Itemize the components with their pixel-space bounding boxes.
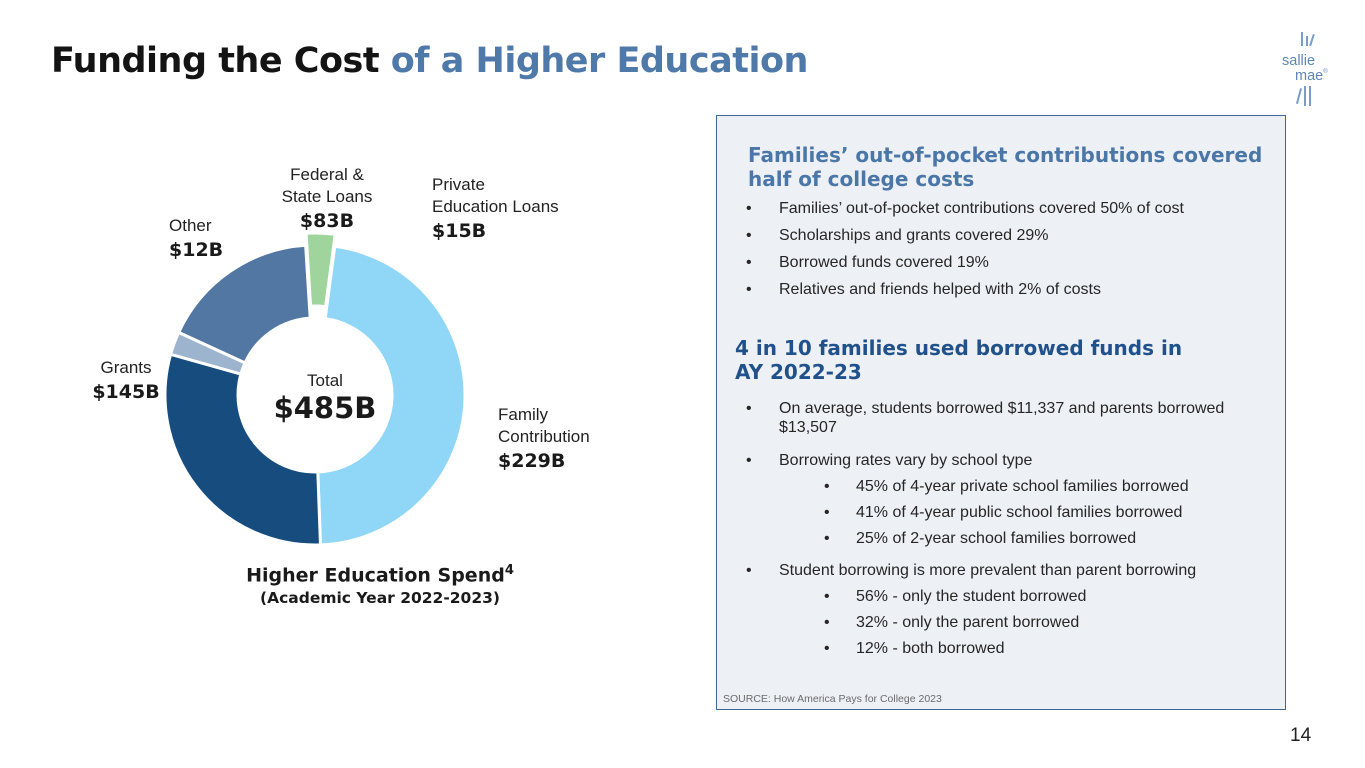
logo-mark-line xyxy=(1309,34,1315,46)
logo-mark-line xyxy=(1304,86,1306,106)
slice-label-family-contribution: Family Contribution $229B xyxy=(498,404,590,472)
donut-center-total-value: $485B xyxy=(273,391,377,425)
sub-list-item: 12% - both borrowed xyxy=(735,639,1275,658)
logo-word-sallie: sallie xyxy=(1282,53,1316,69)
sallie-mae-logo: sallie mae® xyxy=(1281,32,1335,108)
logo-mark-line xyxy=(1309,86,1311,106)
panel-heading-borrowed-funds-line1: 4 in 10 families used borrowed funds in xyxy=(735,336,1183,360)
list-item: Borrowing rates vary by school type xyxy=(735,451,1275,470)
sub-list-item: 41% of 4-year public school families bor… xyxy=(735,503,1275,522)
chart-title: Higher Education Spend4 xyxy=(180,563,580,586)
logo-word-mae: mae® xyxy=(1295,69,1328,84)
summary-panel: Families’ out-of-pocket contributions co… xyxy=(716,115,1286,710)
slice-value-other: $12B xyxy=(169,239,224,261)
slice-label-private-line1: Private xyxy=(432,175,485,194)
slice-label-private-education-loans: Private Education Loans $15B xyxy=(432,174,559,242)
donut-slice-family-contribution xyxy=(316,244,467,547)
panel-heading-borrowed-funds-line2: AY 2022-23 xyxy=(735,360,862,384)
logo-registered-mark: ® xyxy=(1323,69,1328,75)
donut-center-total-label: Total xyxy=(307,371,343,390)
slide-title-part2: of a Higher Education xyxy=(390,41,809,81)
logo-mark-line xyxy=(1301,32,1303,46)
list-item: Relatives and friends helped with 2% of … xyxy=(735,280,1275,299)
logo-word-mae-text: mae xyxy=(1295,68,1324,84)
slice-label-grants: Grants $145B xyxy=(90,357,162,403)
donut-slice-grants xyxy=(163,352,323,547)
sub-list-item: 45% of 4-year private school families bo… xyxy=(735,477,1275,496)
chart-subtitle: (Academic Year 2022-2023) xyxy=(260,589,500,608)
list-item: Scholarships and grants covered 29% xyxy=(735,226,1275,245)
list-item: Student borrowing is more prevalent than… xyxy=(735,561,1275,580)
slice-label-family-line2: Contribution xyxy=(498,427,590,446)
slice-label-grants-line1: Grants xyxy=(100,358,152,377)
sub-list-item: 25% of 2-year school families borrowed xyxy=(735,529,1275,548)
slice-value-private-education-loans: $15B xyxy=(432,220,487,242)
panel-heading-out-of-pocket: Families’ out-of-pocket contributions co… xyxy=(748,143,1263,191)
slice-label-federal-line1: Federal & xyxy=(290,165,364,184)
sub-list-item: 56% - only the student borrowed xyxy=(735,587,1275,606)
donut-chart-svg xyxy=(163,231,467,547)
chart-title-text: Higher Education Spend xyxy=(246,564,505,587)
borrowing-details-list: On average, students borrowed $11,337 an… xyxy=(735,399,1275,665)
sub-list-item: 32% - only the parent borrowed xyxy=(735,613,1275,632)
slice-label-other: Other $12B xyxy=(169,215,223,261)
panel-heading-borrowed-funds: 4 in 10 families used borrowed funds in … xyxy=(735,336,1182,384)
list-item: Families’ out-of-pocket contributions co… xyxy=(735,199,1275,218)
slice-label-federal-state-loans: Federal & State Loans $83B xyxy=(257,164,397,232)
source-note: SOURCE: How America Pays for College 202… xyxy=(723,693,942,705)
slice-value-family-contribution: $229B xyxy=(498,450,566,472)
donut-slice-private-education-loans xyxy=(304,231,337,309)
slice-value-federal-state-loans: $83B xyxy=(299,210,355,232)
slice-label-family-line1: Family xyxy=(498,405,549,424)
logo-mark-line xyxy=(1306,36,1308,46)
donut-center-label: Total $485B xyxy=(255,370,395,425)
slice-label-private-line2: Education Loans xyxy=(432,197,559,216)
chart-title-footnote: 4 xyxy=(504,563,514,578)
funding-breakdown-list: Families’ out-of-pocket contributions co… xyxy=(735,199,1275,307)
slide-title-part1: Funding the Cost xyxy=(51,41,380,81)
slide-title: Funding the Cost of a Higher Education xyxy=(51,40,808,82)
slice-label-other-line1: Other xyxy=(169,216,212,235)
donut-chart: Total $485B Federal & State Loans $83B P… xyxy=(60,150,660,610)
slice-value-grants: $145B xyxy=(92,381,160,403)
slice-label-federal-line2: State Loans xyxy=(281,187,373,206)
list-item: Borrowed funds covered 19% xyxy=(735,253,1275,272)
list-item: On average, students borrowed $11,337 an… xyxy=(735,399,1275,437)
page-number: 14 xyxy=(1290,725,1312,746)
chart-caption: Higher Education Spend4 (Academic Year 2… xyxy=(180,563,580,607)
logo-mark-line xyxy=(1295,88,1302,104)
